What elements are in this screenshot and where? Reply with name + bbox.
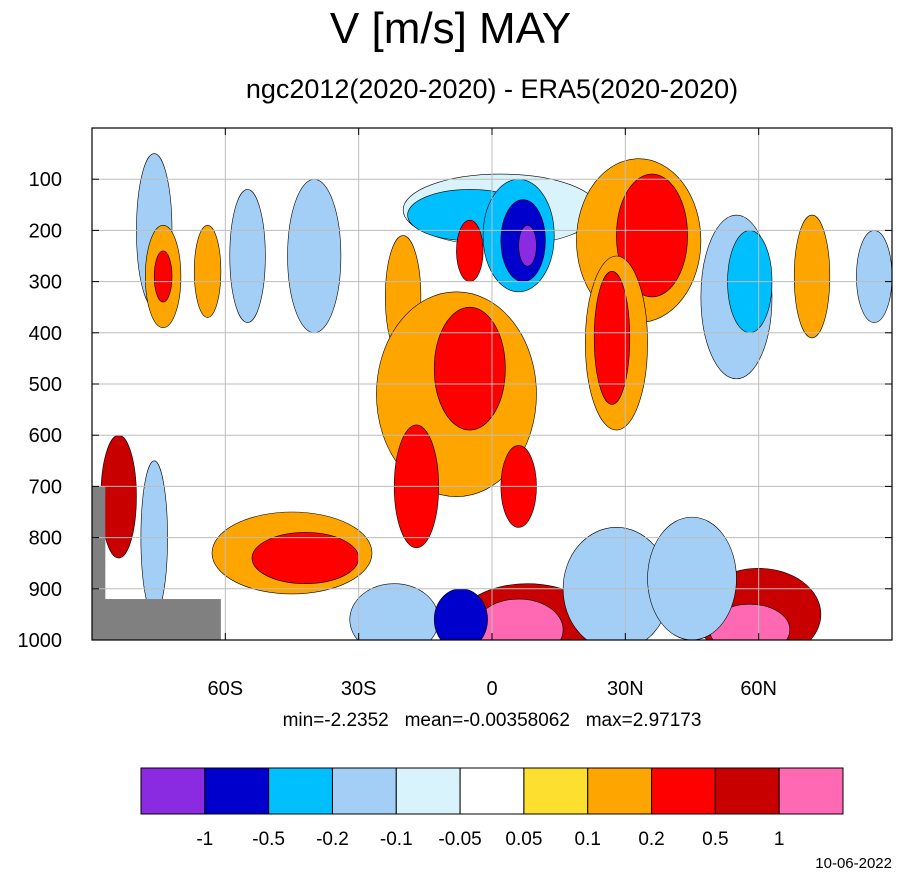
colorbar-swatch-9 <box>714 767 780 815</box>
colorbar-label: 0.2 <box>638 829 664 850</box>
y-tick-label: 500 <box>29 374 62 396</box>
colorbar-swatch-4 <box>395 767 461 815</box>
colorbar-label: -0.2 <box>316 829 349 850</box>
colorbar-swatch-6 <box>523 767 589 815</box>
colorbar-label: -0.5 <box>252 829 285 850</box>
y-tick-label: 300 <box>29 272 62 294</box>
x-tick-label: 60N <box>740 678 777 700</box>
contour-blob-30 <box>433 588 488 640</box>
colorbar-swatch-1 <box>204 767 270 815</box>
terrain-mask-shelf <box>92 599 221 640</box>
x-tick-label: 30N <box>607 678 644 700</box>
colorbar-swatch-2 <box>268 767 333 815</box>
axes: 60S 30S 0 30N 60N 100 200 300 400 500 600 700 800 900… <box>18 128 892 700</box>
contour-blob-26 <box>473 598 564 640</box>
contour-blob-24 <box>251 532 359 584</box>
colorbar-swatch-0 <box>140 767 206 815</box>
colorbar-swatch-3 <box>331 767 397 815</box>
contour-blob-29 <box>349 583 439 640</box>
contour-blob-18 <box>433 306 506 431</box>
colorbar-label: 1 <box>774 829 785 850</box>
colorbar-label: 0.05 <box>505 829 542 850</box>
colorbar-label: 0.5 <box>702 829 728 850</box>
contour-blob-32 <box>647 516 737 640</box>
contour-blob-3 <box>153 250 173 303</box>
colorbar-label: -0.05 <box>438 829 481 850</box>
y-tick-label: 400 <box>29 323 62 345</box>
colorbar-swatch-7 <box>587 767 653 815</box>
colorbar-label: -0.1 <box>380 829 413 850</box>
contour-blob-4 <box>229 189 266 323</box>
colorbar-label: -1 <box>196 829 213 850</box>
y-tick-label: 700 <box>29 476 62 498</box>
y-tick-label: 600 <box>29 425 62 447</box>
contour-blob-5 <box>287 178 342 334</box>
stats-text: min=-2.2352 mean=-0.00358062 max=2.97173 <box>282 710 702 731</box>
y-tick-label: 800 <box>29 528 62 550</box>
y-tick-label: 100 <box>29 169 62 191</box>
contour-blob-1 <box>193 224 222 318</box>
contour-blob-21 <box>793 214 831 339</box>
x-tick-label: 0 <box>486 678 497 700</box>
y-tick-label: 900 <box>29 579 62 601</box>
contour-blob-10 <box>518 224 537 267</box>
chart-title: V [m/s] MAY <box>329 4 572 53</box>
contour-blob-11 <box>456 219 484 282</box>
contour-blob-15 <box>593 271 631 405</box>
grid-lines <box>92 128 892 640</box>
colorbar: -1 -0.5 -0.2 -0.1 -0.05 0.05 0.1 0.2 0.5 1 <box>140 767 844 850</box>
y-tick-label: 200 <box>29 220 62 242</box>
date-stamp: 10-06-2022 <box>815 855 892 872</box>
colorbar-swatch-5 <box>459 767 525 815</box>
x-tick-label: 30S <box>341 678 377 700</box>
y-tick-label: 1000 <box>18 630 63 652</box>
contour-blob-13 <box>616 173 688 298</box>
colorbar-swatch-10 <box>778 767 844 815</box>
colorbar-label: 0.1 <box>575 829 601 850</box>
contour-blob-22 <box>856 230 892 323</box>
chart-subtitle: ngc2012(2020-2020) - ERA5(2020-2020) <box>245 74 739 104</box>
colorbar-swatch-8 <box>651 767 716 815</box>
contour-blob-33 <box>100 434 137 559</box>
terrain-mask <box>92 486 221 640</box>
x-tick-label: 60S <box>208 678 244 700</box>
